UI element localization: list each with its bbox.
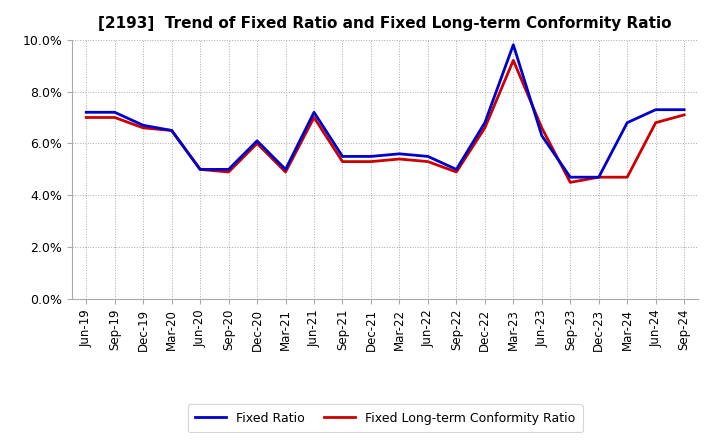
Fixed Long-term Conformity Ratio <box>82 115 91 120</box>
Fixed Ratio <box>395 151 404 157</box>
Fixed Long-term Conformity Ratio <box>366 159 375 164</box>
Fixed Ratio <box>652 107 660 112</box>
Fixed Ratio <box>253 138 261 143</box>
Fixed Ratio <box>537 133 546 138</box>
Line: Fixed Long-term Conformity Ratio: Fixed Long-term Conformity Ratio <box>86 60 684 182</box>
Fixed Long-term Conformity Ratio <box>566 180 575 185</box>
Fixed Ratio <box>167 128 176 133</box>
Fixed Ratio <box>423 154 432 159</box>
Fixed Ratio <box>566 175 575 180</box>
Fixed Ratio <box>282 167 290 172</box>
Fixed Long-term Conformity Ratio <box>225 169 233 175</box>
Fixed Ratio <box>196 167 204 172</box>
Fixed Ratio <box>452 167 461 172</box>
Legend: Fixed Ratio, Fixed Long-term Conformity Ratio: Fixed Ratio, Fixed Long-term Conformity … <box>188 404 582 432</box>
Fixed Long-term Conformity Ratio <box>623 175 631 180</box>
Fixed Ratio <box>509 42 518 48</box>
Fixed Long-term Conformity Ratio <box>537 125 546 131</box>
Fixed Ratio <box>480 120 489 125</box>
Fixed Long-term Conformity Ratio <box>338 159 347 164</box>
Fixed Long-term Conformity Ratio <box>139 125 148 131</box>
Fixed Long-term Conformity Ratio <box>110 115 119 120</box>
Fixed Long-term Conformity Ratio <box>680 112 688 117</box>
Fixed Ratio <box>110 110 119 115</box>
Fixed Long-term Conformity Ratio <box>480 125 489 131</box>
Fixed Long-term Conformity Ratio <box>423 159 432 164</box>
Fixed Ratio <box>366 154 375 159</box>
Fixed Ratio <box>82 110 91 115</box>
Fixed Ratio <box>225 167 233 172</box>
Fixed Long-term Conformity Ratio <box>253 141 261 146</box>
Fixed Ratio <box>139 123 148 128</box>
Line: Fixed Ratio: Fixed Ratio <box>86 45 684 177</box>
Fixed Ratio <box>338 154 347 159</box>
Fixed Long-term Conformity Ratio <box>652 120 660 125</box>
Title: [2193]  Trend of Fixed Ratio and Fixed Long-term Conformity Ratio: [2193] Trend of Fixed Ratio and Fixed Lo… <box>99 16 672 32</box>
Fixed Long-term Conformity Ratio <box>282 169 290 175</box>
Fixed Ratio <box>310 110 318 115</box>
Fixed Long-term Conformity Ratio <box>509 58 518 63</box>
Fixed Long-term Conformity Ratio <box>595 175 603 180</box>
Fixed Long-term Conformity Ratio <box>452 169 461 175</box>
Fixed Long-term Conformity Ratio <box>196 167 204 172</box>
Fixed Ratio <box>595 175 603 180</box>
Fixed Long-term Conformity Ratio <box>167 128 176 133</box>
Fixed Ratio <box>623 120 631 125</box>
Fixed Long-term Conformity Ratio <box>310 115 318 120</box>
Fixed Ratio <box>680 107 688 112</box>
Fixed Long-term Conformity Ratio <box>395 156 404 161</box>
